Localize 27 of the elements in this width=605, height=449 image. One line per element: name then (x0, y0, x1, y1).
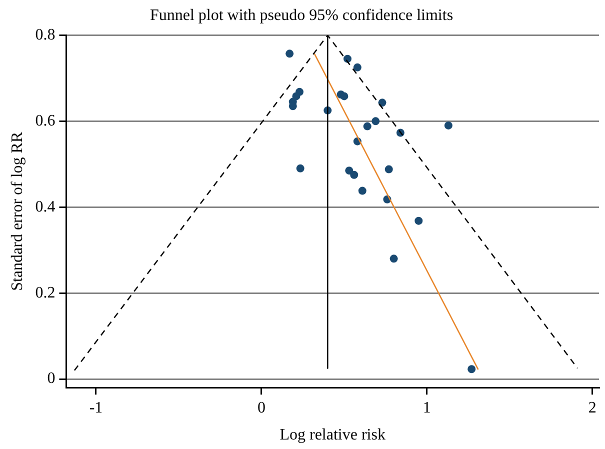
x-axis-title: Log relative risk (280, 426, 386, 444)
y-tick-label: 0.6 (35, 112, 56, 130)
chart-title: Funnel plot with pseudo 95% confidence limits (150, 6, 454, 24)
point (343, 54, 352, 63)
y-axis-title: Standard error of log RR (8, 132, 26, 291)
point (358, 186, 366, 195)
point (353, 63, 362, 72)
point (414, 216, 423, 225)
point (384, 165, 393, 174)
x-tick-label: 2 (588, 399, 596, 416)
point (350, 170, 358, 179)
point (296, 164, 304, 172)
point (390, 254, 398, 263)
point (345, 166, 354, 175)
point (372, 117, 380, 126)
point (340, 92, 348, 100)
y-tick-label: 0 (47, 370, 56, 388)
x-tick-label: -1 (89, 399, 103, 416)
point (363, 122, 372, 130)
y-tick-label: 0.4 (35, 198, 56, 216)
point (286, 50, 294, 58)
point (444, 121, 452, 130)
y-tick-label: 0.2 (35, 284, 56, 302)
point (468, 365, 476, 374)
y-tick-label: 0.8 (35, 26, 56, 44)
x-tick-label: 0 (257, 399, 266, 416)
x-tick-label: 1 (422, 399, 431, 416)
